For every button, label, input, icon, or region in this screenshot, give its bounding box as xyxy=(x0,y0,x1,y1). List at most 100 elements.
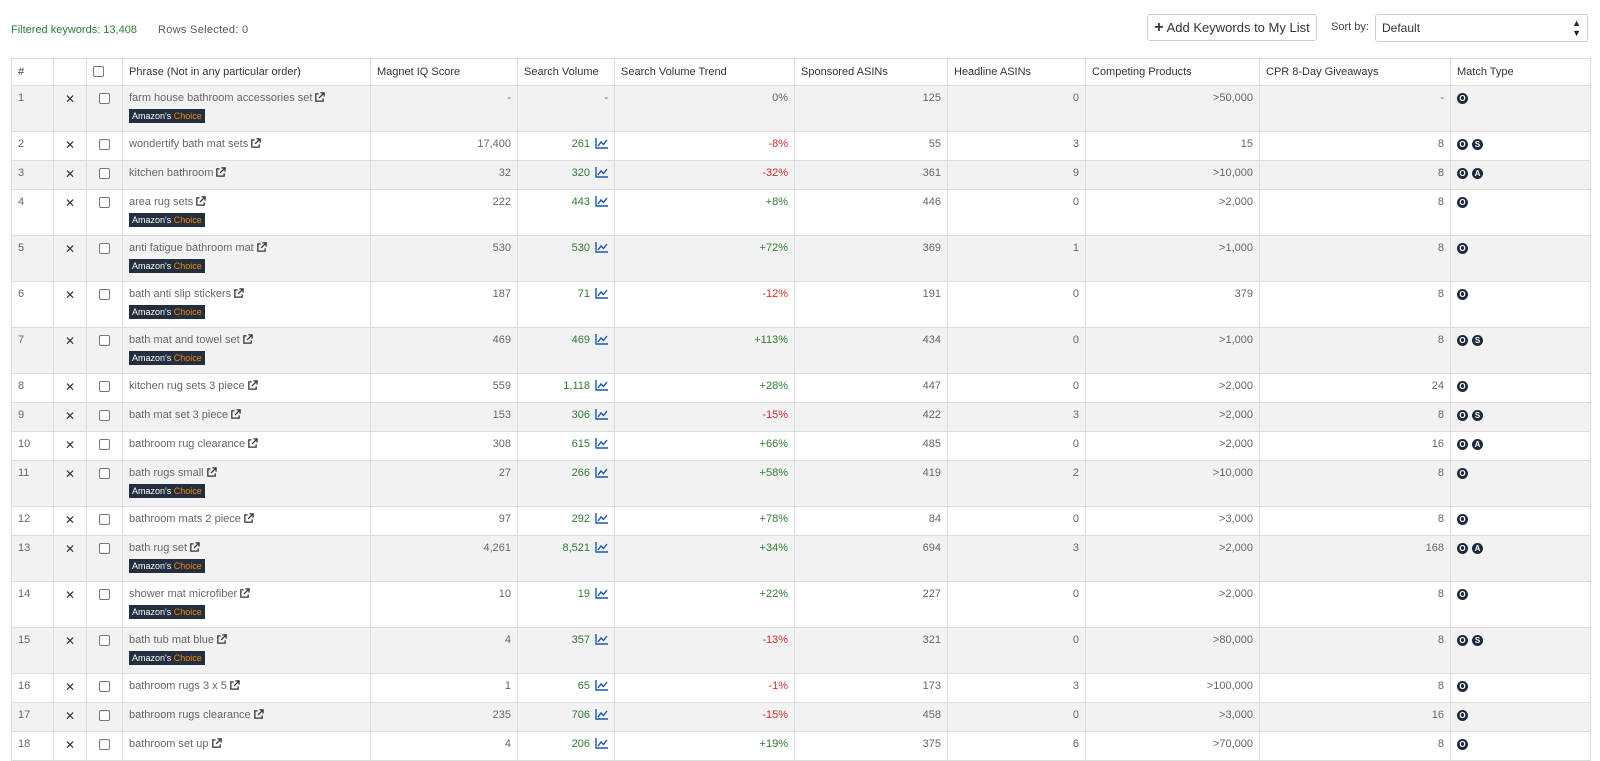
remove-row-button[interactable]: ✕ xyxy=(53,581,87,628)
row-index: 10 xyxy=(11,431,54,461)
trend-chart-icon[interactable] xyxy=(595,738,608,752)
row-checkbox[interactable] xyxy=(99,739,110,750)
remove-row-button[interactable]: ✕ xyxy=(53,535,87,582)
trend-chart-icon[interactable] xyxy=(595,513,608,527)
match-type-badge: O xyxy=(1457,543,1468,554)
row-checkbox[interactable] xyxy=(99,410,110,421)
phrase-text: wondertify bath mat sets xyxy=(129,138,249,150)
sort-by-select[interactable]: Default ▲ ▼ xyxy=(1375,14,1588,42)
column-header-cpr-giveaways[interactable]: CPR 8-Day Giveaways xyxy=(1259,58,1451,86)
external-link-icon[interactable] xyxy=(189,542,200,556)
search-volume-trend: +22% xyxy=(614,581,795,628)
external-link-icon[interactable] xyxy=(256,242,267,256)
external-link-icon[interactable] xyxy=(314,92,326,106)
row-checkbox[interactable] xyxy=(99,439,110,450)
external-link-icon[interactable] xyxy=(242,334,253,348)
column-header-select[interactable] xyxy=(86,58,123,86)
row-checkbox[interactable] xyxy=(99,514,110,525)
table-row: 11 ✕ bath rugs small Amazon's Choice 27 266 +5… xyxy=(11,460,1591,507)
remove-row-button[interactable]: ✕ xyxy=(53,235,87,282)
select-all-checkbox[interactable] xyxy=(93,65,104,77)
remove-row-button[interactable]: ✕ xyxy=(53,160,87,190)
close-icon: ✕ xyxy=(64,438,76,452)
row-checkbox[interactable] xyxy=(99,93,110,104)
external-link-icon[interactable] xyxy=(233,288,244,302)
column-header-headline-asins[interactable]: Headline ASINs xyxy=(947,58,1086,86)
remove-row-button[interactable]: ✕ xyxy=(53,506,87,536)
remove-row-button[interactable]: ✕ xyxy=(53,281,87,328)
column-header-index[interactable]: # xyxy=(11,58,54,86)
external-link-icon[interactable] xyxy=(243,513,254,527)
row-checkbox[interactable] xyxy=(99,381,110,392)
column-header-search-volume[interactable]: Search Volume xyxy=(517,58,615,86)
external-link-icon[interactable] xyxy=(195,196,206,210)
row-checkbox[interactable] xyxy=(99,139,110,150)
remove-row-button[interactable]: ✕ xyxy=(53,431,87,461)
remove-row-button[interactable]: ✕ xyxy=(53,85,87,132)
row-checkbox[interactable] xyxy=(99,589,110,600)
remove-row-button[interactable]: ✕ xyxy=(53,131,87,161)
trend-chart-icon[interactable] xyxy=(595,709,608,723)
external-link-icon[interactable] xyxy=(216,634,227,648)
external-link-icon[interactable] xyxy=(239,588,250,602)
trend-chart-icon[interactable] xyxy=(595,167,608,181)
remove-row-button[interactable]: ✕ xyxy=(53,189,87,236)
row-checkbox[interactable] xyxy=(99,543,110,554)
remove-row-button[interactable]: ✕ xyxy=(53,373,87,403)
row-checkbox[interactable] xyxy=(99,635,110,646)
column-header-competing-products[interactable]: Competing Products xyxy=(1085,58,1260,86)
remove-row-button[interactable]: ✕ xyxy=(53,673,87,703)
row-index: 13 xyxy=(11,535,54,582)
match-type-cell: O xyxy=(1450,281,1591,328)
external-link-icon[interactable] xyxy=(247,438,258,452)
trend-chart-icon[interactable] xyxy=(595,242,608,256)
external-link-icon[interactable] xyxy=(215,167,227,181)
remove-row-button[interactable]: ✕ xyxy=(53,627,87,674)
column-header-phrase[interactable]: Phrase (Not in any particular order) xyxy=(122,58,371,86)
trend-chart-icon[interactable] xyxy=(595,467,608,481)
column-header-magnet-iq[interactable]: Magnet IQ Score xyxy=(370,58,518,86)
trend-chart-icon[interactable] xyxy=(595,438,608,452)
trend-chart-icon[interactable] xyxy=(595,634,608,648)
trend-chart-icon[interactable] xyxy=(595,334,608,348)
trend-chart-icon[interactable] xyxy=(595,138,608,152)
row-checkbox[interactable] xyxy=(99,710,110,721)
remove-row-button[interactable]: ✕ xyxy=(53,731,87,761)
trend-chart-icon[interactable] xyxy=(595,680,608,694)
trend-chart-icon[interactable] xyxy=(595,196,608,210)
row-checkbox[interactable] xyxy=(99,289,110,300)
external-link-icon[interactable] xyxy=(253,709,264,723)
external-link-icon[interactable] xyxy=(211,738,222,752)
rows-selected-count: Rows Selected: 0 xyxy=(158,24,249,36)
external-link-icon[interactable] xyxy=(250,138,261,152)
external-link-icon[interactable] xyxy=(229,680,240,694)
remove-row-button[interactable]: ✕ xyxy=(53,402,87,432)
row-select-cell xyxy=(86,402,123,432)
headline-asins: 3 xyxy=(947,402,1086,432)
column-header-sponsored-asins[interactable]: Sponsored ASINs xyxy=(794,58,948,86)
remove-row-button[interactable]: ✕ xyxy=(53,327,87,374)
row-checkbox[interactable] xyxy=(99,197,110,208)
add-keywords-button[interactable]: + Add Keywords to My List xyxy=(1147,14,1317,41)
external-link-icon[interactable] xyxy=(206,467,217,481)
row-checkbox[interactable] xyxy=(99,468,110,479)
trend-chart-icon[interactable] xyxy=(595,409,608,423)
trend-chart-icon[interactable] xyxy=(595,288,608,302)
row-checkbox[interactable] xyxy=(99,243,110,254)
match-type-badge: O xyxy=(1457,439,1468,450)
remove-row-button[interactable]: ✕ xyxy=(53,702,87,732)
column-header-match-type[interactable]: Match Type xyxy=(1450,58,1591,86)
column-header-search-volume-trend[interactable]: Search Volume Trend xyxy=(614,58,795,86)
match-type-badge: O xyxy=(1457,289,1468,300)
row-checkbox[interactable] xyxy=(99,168,110,179)
remove-row-button[interactable]: ✕ xyxy=(53,460,87,507)
row-checkbox[interactable] xyxy=(99,681,110,692)
external-link-icon[interactable] xyxy=(247,380,258,394)
trend-chart-icon[interactable] xyxy=(595,380,608,394)
external-link-icon[interactable] xyxy=(230,409,241,423)
trend-chart-icon[interactable] xyxy=(595,588,608,602)
row-checkbox[interactable] xyxy=(99,335,110,346)
trend-chart-icon[interactable] xyxy=(595,542,608,556)
match-type-badge: O xyxy=(1457,168,1468,179)
